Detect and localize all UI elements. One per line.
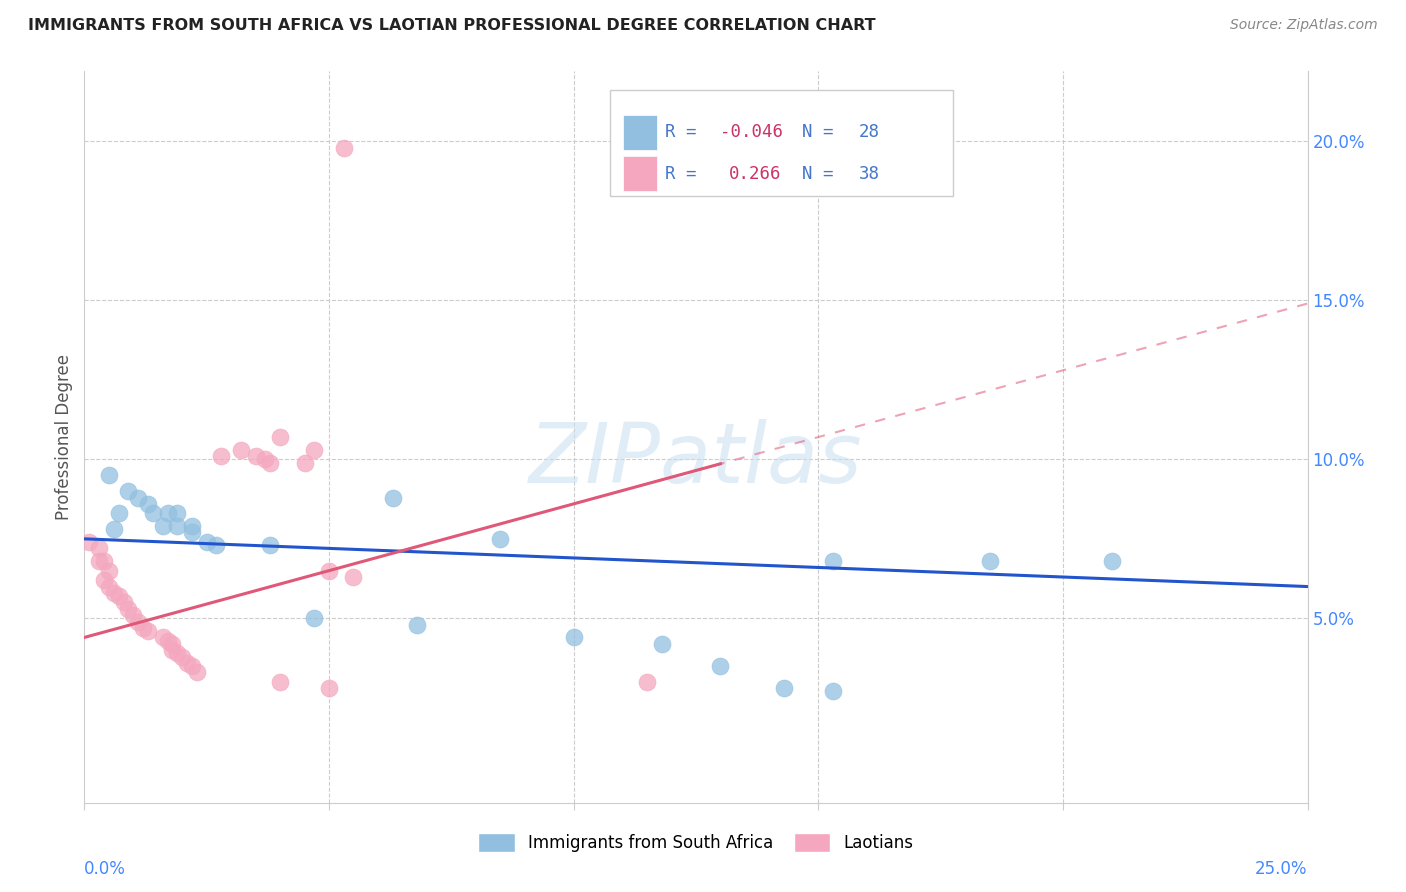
Point — [269, 430, 291, 444]
Point — [172, 649, 194, 664]
Text: R =: R = — [665, 165, 718, 183]
Point — [87, 554, 110, 568]
Point — [117, 484, 139, 499]
Point — [156, 633, 179, 648]
FancyBboxPatch shape — [623, 156, 657, 191]
Point — [304, 611, 326, 625]
Point — [152, 519, 174, 533]
FancyBboxPatch shape — [610, 90, 953, 195]
Text: ZIPatlas: ZIPatlas — [529, 418, 863, 500]
Point — [127, 615, 149, 629]
Text: R =: R = — [665, 123, 707, 141]
Point — [381, 491, 404, 505]
Point — [93, 573, 115, 587]
Point — [181, 519, 204, 533]
Point — [651, 637, 673, 651]
Point — [87, 541, 110, 556]
Text: -0.046: -0.046 — [720, 123, 783, 141]
Point — [259, 538, 281, 552]
Point — [181, 659, 204, 673]
Point — [489, 532, 512, 546]
Point — [127, 491, 149, 505]
Point — [122, 608, 145, 623]
Point — [209, 449, 232, 463]
Text: 25.0%: 25.0% — [1256, 860, 1308, 878]
Point — [136, 624, 159, 638]
Point — [636, 675, 658, 690]
Point — [97, 468, 120, 483]
Point — [117, 602, 139, 616]
Point — [773, 681, 796, 696]
Point — [245, 449, 267, 463]
Point — [186, 665, 208, 680]
Point — [562, 631, 585, 645]
Point — [97, 580, 120, 594]
Point — [205, 538, 228, 552]
Point — [136, 497, 159, 511]
Text: 38: 38 — [859, 165, 880, 183]
Text: 28: 28 — [859, 123, 880, 141]
Text: IMMIGRANTS FROM SOUTH AFRICA VS LAOTIAN PROFESSIONAL DEGREE CORRELATION CHART: IMMIGRANTS FROM SOUTH AFRICA VS LAOTIAN … — [28, 18, 876, 33]
Point — [162, 643, 184, 657]
Point — [166, 646, 188, 660]
Text: N =: N = — [803, 123, 845, 141]
Point — [132, 621, 155, 635]
Point — [152, 631, 174, 645]
Point — [107, 507, 129, 521]
Point — [176, 656, 198, 670]
Point — [342, 570, 364, 584]
Point — [156, 507, 179, 521]
Point — [97, 564, 120, 578]
Point — [103, 522, 125, 536]
Point — [979, 554, 1001, 568]
Point — [142, 507, 165, 521]
Point — [166, 519, 188, 533]
Point — [162, 637, 184, 651]
Point — [229, 442, 252, 457]
Y-axis label: Professional Degree: Professional Degree — [55, 354, 73, 520]
Point — [166, 507, 188, 521]
Text: Source: ZipAtlas.com: Source: ZipAtlas.com — [1230, 18, 1378, 32]
Text: 0.266: 0.266 — [728, 165, 782, 183]
Point — [821, 554, 844, 568]
FancyBboxPatch shape — [623, 114, 657, 150]
Text: 0.0%: 0.0% — [84, 860, 127, 878]
Point — [107, 589, 129, 603]
Point — [112, 595, 135, 609]
Point — [332, 141, 354, 155]
Point — [1101, 554, 1123, 568]
Point — [254, 452, 277, 467]
Point — [195, 535, 218, 549]
Legend: Immigrants from South Africa, Laotians: Immigrants from South Africa, Laotians — [470, 824, 922, 860]
Point — [93, 554, 115, 568]
Point — [294, 456, 316, 470]
Point — [318, 681, 340, 696]
Point — [269, 675, 291, 690]
Point — [709, 659, 731, 673]
Point — [77, 535, 100, 549]
Text: N =: N = — [803, 165, 845, 183]
Point — [181, 525, 204, 540]
Point — [821, 684, 844, 698]
Point — [259, 456, 281, 470]
Point — [103, 586, 125, 600]
Point — [318, 564, 340, 578]
Point — [406, 617, 429, 632]
Point — [304, 442, 326, 457]
